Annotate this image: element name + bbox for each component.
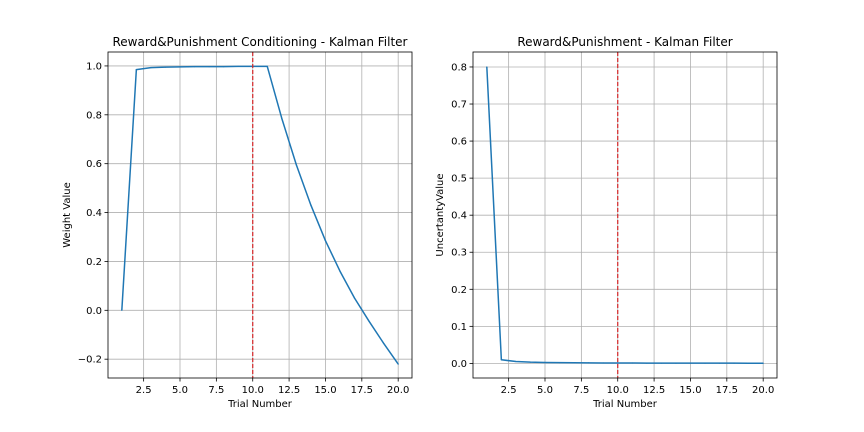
right-chart-x-tick-label: 20.0: [752, 385, 774, 396]
left-chart-y-tick-label: 0.0: [86, 306, 102, 317]
left-chart-y-tick-label: 1.0: [86, 61, 102, 72]
right-chart-y-axis-label: UncertantyValue: [435, 173, 446, 256]
left-chart-data-point: [150, 67, 152, 69]
left-chart-x-tick-label: 17.5: [351, 385, 373, 396]
left-chart-data-point: [135, 68, 137, 71]
left-chart-y-tick-label: −0.2: [78, 355, 102, 366]
right-chart-y-tick-label: 0.6: [451, 137, 467, 148]
right-chart-y-tick-label: 0.8: [451, 62, 467, 73]
right-chart-y-tick-label: 0.7: [451, 100, 467, 111]
right-chart-data-point: [573, 362, 575, 364]
left-chart-axes-frame: [107, 51, 413, 379]
left-chart-data-point: [164, 66, 167, 68]
right-chart-data-point: [689, 362, 692, 364]
left-chart: Reward&Punishment Conditioning - Kalman …: [62, 35, 413, 410]
left-chart-x-tick-label: 2.5: [136, 385, 152, 396]
right-chart-y-tick-label: 0.5: [451, 174, 467, 185]
left-chart-data-point: [368, 320, 370, 322]
right-chart-x-tick-label: 2.5: [501, 385, 517, 396]
left-chart-data-point: [397, 363, 399, 365]
right-chart-data-point: [704, 362, 706, 364]
right-chart-y-tick-label: 0.4: [451, 211, 467, 222]
right-chart-data-point: [617, 362, 619, 364]
right-chart-data-point: [529, 361, 532, 363]
right-chart-x-tick-label: 5.0: [537, 385, 553, 396]
right-chart-data-point: [748, 362, 750, 364]
left-chart-y-tick-label: 0.8: [86, 110, 102, 121]
right-chart-y-tick-label: 0.3: [451, 248, 467, 259]
right-chart-data-point: [646, 362, 648, 364]
left-chart-x-tick-label: 7.5: [208, 385, 224, 396]
right-chart-title: Reward&Punishment - Kalman Filter: [517, 35, 732, 49]
right-chart-data-point: [631, 362, 633, 364]
left-chart-data-point: [266, 65, 268, 68]
left-chart-y-axis-label: Weight Value: [62, 182, 73, 247]
right-chart-data-point: [486, 66, 488, 68]
left-chart-x-tick-label: 15.0: [314, 385, 336, 396]
right-chart-data-point: [588, 362, 590, 364]
right-chart-y-tick-label: 0.0: [451, 359, 467, 370]
left-chart-x-tick-label: 10.0: [242, 385, 264, 396]
left-chart-data-point: [179, 66, 181, 68]
right-chart-x-tick-label: 17.5: [716, 385, 738, 396]
left-chart-y-tick-label: 0.6: [86, 159, 102, 170]
left-chart-data-point: [339, 270, 341, 272]
left-chart-data-point: [223, 66, 225, 68]
left-chart-data-point: [281, 117, 283, 120]
right-chart-data-point: [515, 360, 517, 363]
right-chart-data-point: [544, 361, 546, 364]
right-chart: Reward&Punishment - Kalman Filter Trial …: [435, 35, 778, 410]
right-chart-x-tick-label: 12.5: [643, 385, 665, 396]
left-chart-series-line: [121, 65, 399, 365]
right-chart-y-tick-label: 0.2: [451, 285, 467, 296]
left-chart-x-tick-label: 20.0: [387, 385, 409, 396]
left-chart-x-tick-label: 12.5: [278, 385, 300, 396]
left-chart-data-point: [208, 66, 210, 68]
right-chart-y-tick-label: 0.1: [451, 322, 467, 333]
left-chart-data-point: [310, 204, 312, 206]
right-chart-data-point: [675, 362, 677, 364]
right-chart-data-point: [558, 362, 561, 364]
left-chart-x-tick-label: 5.0: [172, 385, 188, 396]
left-chart-data-point: [295, 164, 297, 166]
left-chart-y-tick-label: 0.2: [86, 257, 102, 268]
right-chart-x-axis-label: Trial Number: [592, 399, 658, 410]
right-chart-data-point: [733, 362, 735, 364]
left-chart-data-point: [237, 65, 239, 68]
left-chart-data-point: [353, 297, 356, 299]
left-chart-title: Reward&Punishment Conditioning - Kalman …: [113, 35, 408, 49]
right-chart-data-point: [718, 362, 721, 364]
left-chart-data-point: [193, 66, 196, 68]
left-chart-data-point: [383, 342, 385, 344]
right-chart-data-point: [602, 362, 604, 364]
right-chart-data-point: [762, 362, 764, 364]
right-chart-x-tick-label: 10.0: [607, 385, 629, 396]
right-chart-x-tick-label: 15.0: [679, 385, 701, 396]
right-chart-data-point: [500, 359, 502, 361]
left-chart-x-axis-label: Trial Number: [227, 399, 293, 410]
right-chart-series-line: [486, 66, 764, 364]
right-chart-x-tick-label: 7.5: [573, 385, 589, 396]
right-chart-data-point: [660, 362, 662, 364]
left-chart-y-tick-label: 0.4: [86, 208, 102, 219]
left-chart-data-point: [324, 240, 327, 242]
left-chart-data-point: [121, 309, 123, 311]
